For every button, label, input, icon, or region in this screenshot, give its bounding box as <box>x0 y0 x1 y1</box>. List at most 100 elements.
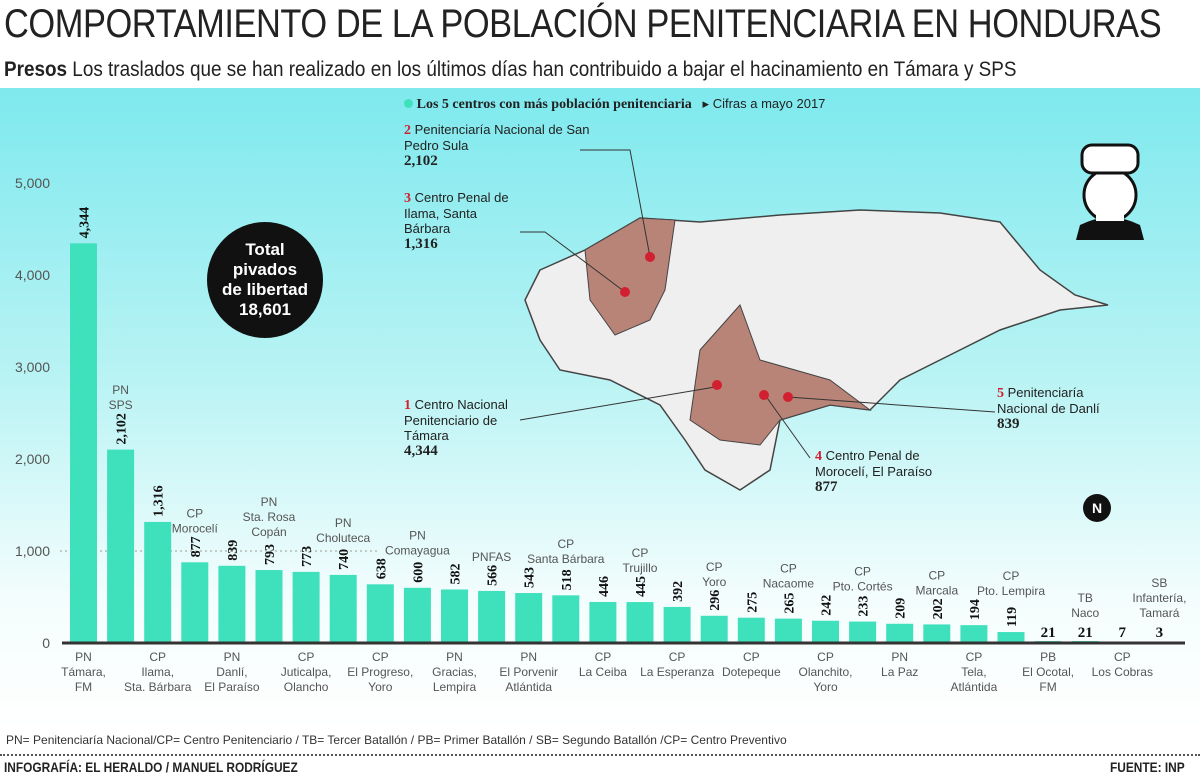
value-label: 445 <box>634 576 649 597</box>
y-tick-label: 3,000 <box>15 359 50 375</box>
value-label: 518 <box>560 569 575 590</box>
category-label: CP <box>1114 650 1131 664</box>
north-icon: N <box>1083 494 1111 522</box>
category-label: CP <box>632 546 649 560</box>
category-label: Lempira <box>433 680 477 694</box>
category-label: Gracias, <box>432 665 477 679</box>
value-label: 1,316 <box>152 485 167 517</box>
category-label: Olancho <box>284 680 329 694</box>
total-label: de libertad <box>222 280 308 299</box>
bar <box>886 623 914 643</box>
bar <box>181 562 209 643</box>
bar <box>441 589 468 643</box>
category-label: Comayagua <box>385 543 450 557</box>
bar <box>737 617 765 643</box>
category-label: CP <box>780 562 797 576</box>
bar <box>589 601 617 643</box>
category-label: Juticalpa, <box>281 665 332 679</box>
total-label: pivados <box>232 260 298 279</box>
bar <box>478 590 506 643</box>
category-label: Tela, <box>961 665 986 679</box>
category-label: PNFAS <box>472 550 511 564</box>
category-label: PN <box>335 516 352 530</box>
value-label: 446 <box>597 576 612 597</box>
center-value: 1,316 <box>404 236 438 252</box>
category-label: Dotepeque <box>722 665 781 679</box>
value-label: 793 <box>263 544 278 565</box>
kicker: Presos <box>4 58 68 81</box>
value-label: 392 <box>671 581 686 602</box>
category-label: Yoro <box>702 575 727 589</box>
category-label: CP <box>706 560 723 574</box>
category-label: Naco <box>1071 606 1099 620</box>
category-label: El Porvenir <box>499 665 558 679</box>
bar <box>700 615 728 643</box>
category-label: CP <box>372 650 389 664</box>
map-legend: Los 5 centros con más población penitenc… <box>404 96 825 112</box>
center-name: Centro Penal de Ilama, Santa Bárbara <box>404 190 509 236</box>
category-label: CP <box>149 650 166 664</box>
bar <box>923 624 951 643</box>
source: FUENTE: INP <box>1110 759 1185 775</box>
credit: INFOGRAFÍA: EL HERALDO / MANUEL RODRÍGUE… <box>4 759 298 775</box>
map-land <box>524 209 1109 491</box>
center-value: 2,102 <box>404 153 438 169</box>
category-label: Copán <box>251 525 286 539</box>
map-center-1: 1 Centro Nacional Penitenciario de Támar… <box>404 397 519 459</box>
value-label: 839 <box>226 540 241 561</box>
category-label: PN <box>891 650 908 664</box>
bar <box>960 625 988 643</box>
bar <box>218 565 246 643</box>
category-label: FM <box>75 680 92 694</box>
map-highlight-north <box>584 217 676 336</box>
value-label: 543 <box>523 567 538 588</box>
bar <box>292 571 320 643</box>
total-badge: Total pivados de libertad 18,601 <box>207 222 323 338</box>
bar <box>515 593 543 643</box>
bar <box>812 620 839 643</box>
rank: 2 <box>404 123 411 138</box>
category-label: La Ceiba <box>579 665 627 679</box>
abbrev-note: PN= Penitenciaría Nacional/CP= Centro Pe… <box>6 733 787 747</box>
rank: 4 <box>815 449 822 464</box>
prisoner-icon <box>1076 143 1144 240</box>
bar <box>774 618 802 643</box>
value-label: 582 <box>449 563 464 584</box>
category-label: TB <box>1078 591 1093 605</box>
map-center-3: 3 Centro Penal de Ilama, Santa Bárbara 1,… <box>404 190 519 252</box>
legend-top5: Los 5 centros con más población penitenc… <box>416 97 692 112</box>
value-label: 233 <box>857 596 872 617</box>
category-label: Olanchito, <box>798 665 852 679</box>
value-label: 296 <box>708 590 723 611</box>
category-label: Atlántida <box>951 680 998 694</box>
legend-dot-icon <box>404 99 413 108</box>
value-label: 21 <box>1078 625 1093 641</box>
category-label: PB <box>1040 650 1056 664</box>
category-label: CP <box>966 650 983 664</box>
value-label: 600 <box>411 562 426 583</box>
center-value: 877 <box>815 479 838 495</box>
rank: 1 <box>404 398 411 413</box>
category-label: Morocelí <box>172 521 219 535</box>
value-label: 3 <box>1156 625 1164 641</box>
value-label: 2,102 <box>115 413 130 445</box>
category-label: CP <box>854 565 871 579</box>
category-label: Santa Bárbara <box>527 552 605 566</box>
category-label: CP <box>928 568 945 582</box>
category-label: FM <box>1039 680 1056 694</box>
total-label: Total <box>245 240 285 259</box>
category-label: Infantería, <box>1132 591 1186 605</box>
category-label: Yoro <box>813 680 838 694</box>
bar <box>403 587 431 643</box>
map-center-5: 5 Penitenciaría Nacional de Danlí 839 <box>997 385 1107 432</box>
divider <box>0 754 1200 756</box>
value-label: 242 <box>820 595 835 616</box>
value-label: 119 <box>1005 607 1020 627</box>
category-label: SB <box>1151 576 1167 590</box>
value-label: 265 <box>782 593 797 614</box>
total-value: 18,601 <box>239 300 291 319</box>
value-label: 877 <box>189 536 204 557</box>
category-label: Tamará <box>1139 606 1179 620</box>
category-label: Támara, <box>61 665 106 679</box>
